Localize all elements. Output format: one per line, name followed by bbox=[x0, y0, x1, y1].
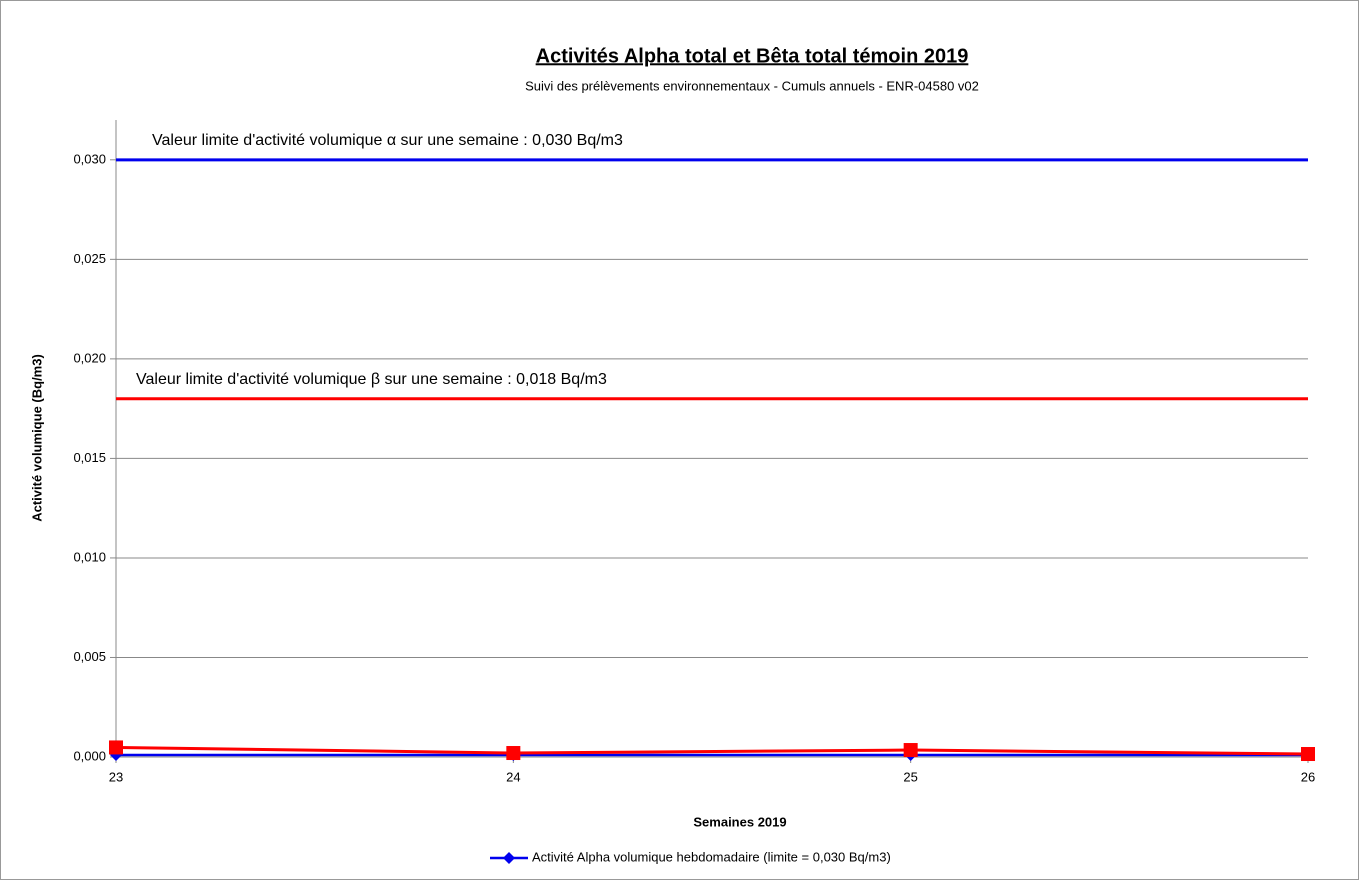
y-tick-label: 0,030 bbox=[73, 151, 106, 166]
y-tick-label: 0,025 bbox=[73, 251, 106, 266]
y-axis-label: Activité volumique (Bq/m3) bbox=[29, 354, 44, 522]
legend-label: Activité Alpha volumique hebdomadaire (l… bbox=[532, 849, 891, 864]
marker bbox=[1301, 747, 1315, 762]
limit-label: Valeur limite d'activité volumique α sur… bbox=[152, 132, 623, 149]
marker bbox=[506, 746, 521, 761]
chart-title: Activités Alpha total et Bêta total témo… bbox=[536, 45, 969, 67]
x-axis-label: Semaines 2019 bbox=[693, 814, 786, 829]
y-tick-label: 0,000 bbox=[73, 748, 106, 763]
limit-label: Valeur limite d'activité volumique β sur… bbox=[136, 371, 607, 388]
y-tick-label: 0,010 bbox=[73, 549, 106, 564]
x-tick-label: 24 bbox=[506, 769, 520, 784]
y-tick-label: 0,020 bbox=[73, 350, 106, 365]
x-tick-label: 25 bbox=[903, 769, 917, 784]
x-tick-label: 23 bbox=[109, 769, 123, 784]
legend-marker bbox=[503, 852, 515, 864]
marker bbox=[903, 743, 918, 758]
marker bbox=[109, 740, 123, 755]
series-line bbox=[115, 745, 1309, 756]
y-tick-label: 0,005 bbox=[73, 649, 106, 664]
chart-subtitle: Suivi des prélèvements environnementaux … bbox=[525, 78, 979, 93]
y-tick-label: 0,015 bbox=[73, 450, 106, 465]
x-tick-label: 26 bbox=[1301, 769, 1315, 784]
